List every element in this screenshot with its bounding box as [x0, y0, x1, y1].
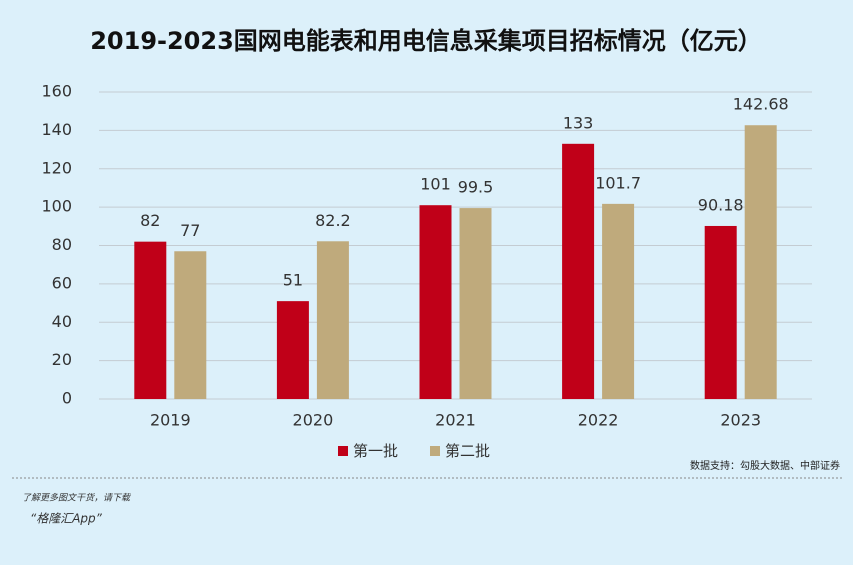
bar: [276, 301, 309, 399]
y-tick-label: 80: [52, 235, 72, 254]
bar: [419, 205, 452, 399]
source: 数据支持：勾股大数据、中部证券: [690, 459, 840, 472]
data-label: 82: [140, 211, 160, 230]
bar: [134, 241, 167, 399]
data-label: 51: [283, 271, 303, 290]
x-tick-label: 2021: [435, 411, 476, 430]
bar: [316, 241, 349, 399]
footer-app: “格隆汇App”: [30, 512, 103, 526]
data-label: 77: [180, 221, 200, 240]
footer-line: 了解更多图文干货，请下载: [22, 493, 131, 504]
bar: [562, 143, 595, 399]
y-tick-label: 60: [52, 273, 72, 292]
y-tick-label: 0: [62, 389, 72, 408]
data-label: 101.7: [595, 173, 641, 192]
x-tick-label: 2019: [150, 411, 191, 430]
bar: [602, 203, 635, 399]
data-label: 99.5: [458, 178, 494, 197]
y-tick-label: 20: [52, 350, 72, 369]
y-tick-label: 40: [52, 312, 72, 331]
y-tick-label: 120: [41, 158, 72, 177]
bar: [459, 208, 492, 399]
bar: [704, 225, 737, 399]
bar: [174, 251, 207, 399]
y-tick-label: 160: [41, 82, 72, 101]
x-tick-label: 2020: [293, 411, 334, 430]
legend-label: 第二批: [445, 442, 490, 460]
legend-label: 第一批: [353, 442, 398, 460]
bar: [744, 125, 777, 399]
data-label: 133: [563, 113, 594, 132]
data-label: 90.18: [698, 195, 744, 214]
y-tick-label: 100: [41, 197, 72, 216]
data-label: 142.68: [733, 95, 789, 114]
chart-title: 2019-2023国网电能表和用电信息采集项目招标情况（亿元）: [90, 27, 762, 55]
legend-swatch: [430, 446, 440, 456]
data-label: 82.2: [315, 211, 351, 230]
legend-swatch: [338, 446, 348, 456]
x-tick-label: 2022: [578, 411, 619, 430]
x-tick-label: 2023: [720, 411, 761, 430]
data-label: 101: [420, 175, 451, 194]
y-tick-label: 140: [41, 120, 72, 139]
